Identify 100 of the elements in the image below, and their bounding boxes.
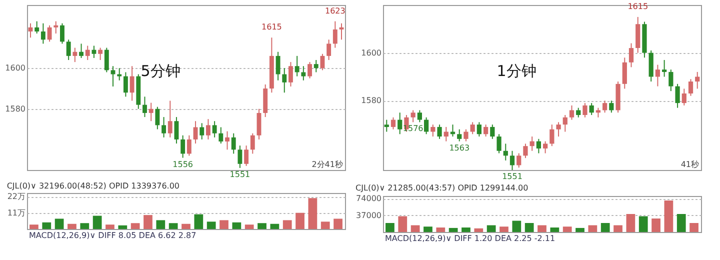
candlestick [688, 78, 694, 96]
bar [652, 218, 660, 232]
y-tick-label: 74000 [356, 194, 382, 204]
bar [42, 222, 52, 229]
bar [244, 224, 254, 229]
bar [462, 228, 470, 232]
candlestick [464, 128, 468, 142]
bar [144, 215, 152, 229]
bar [296, 212, 304, 229]
bar [424, 226, 432, 232]
candlestick [628, 42, 634, 68]
candlestick [162, 116, 166, 138]
bar [386, 223, 394, 232]
chart-title: CJL(0)∨ 32196.00(48:52) OPID 1339376.00 [6, 182, 180, 191]
candlestick [231, 132, 236, 154]
candlestick [483, 124, 488, 138]
text: 1615 [262, 22, 282, 32]
bar [614, 225, 622, 232]
candlestick [174, 116, 179, 144]
candlestick [212, 120, 217, 138]
candlestick [675, 83, 680, 108]
bar [664, 200, 674, 232]
bar [474, 228, 484, 232]
bar [638, 216, 648, 232]
bar [334, 218, 342, 229]
bar [588, 225, 598, 232]
candlestick [282, 68, 287, 94]
candlestick [542, 140, 548, 154]
candlestick [168, 100, 172, 138]
bar [270, 224, 280, 229]
bar [524, 223, 534, 232]
bar [118, 225, 128, 229]
candlestick [186, 134, 192, 156]
y-tick-label: 1580 [5, 104, 26, 114]
candlestick [301, 66, 306, 81]
candlestick [576, 107, 581, 118]
bar [308, 198, 318, 229]
bar [486, 225, 496, 232]
bar [220, 220, 228, 229]
candlestick [682, 88, 686, 106]
candlestick [60, 22, 64, 44]
y-tick-label: 1600 [5, 64, 26, 73]
candlestick [79, 43, 84, 58]
y-tick-label: 1580 [361, 96, 382, 106]
candlestick [148, 102, 154, 122]
bar [626, 214, 636, 232]
candlestick [437, 124, 442, 140]
candlestick [556, 122, 561, 138]
candlestick [314, 60, 318, 73]
y-tick-label: 1600 [361, 48, 382, 58]
candlestick [596, 107, 601, 118]
candlestick [288, 62, 293, 87]
bar [168, 223, 178, 229]
candlestick [98, 47, 103, 60]
bar [54, 218, 64, 229]
candlestick [40, 22, 46, 44]
bar [690, 223, 698, 232]
candlestick [562, 114, 568, 132]
bar [398, 216, 408, 232]
candlestick [390, 116, 396, 130]
candlestick [294, 55, 300, 77]
candlestick [569, 104, 574, 120]
bar [232, 222, 242, 229]
bar [512, 220, 522, 232]
bar [562, 226, 572, 232]
candlestick [582, 102, 588, 118]
candlestick [320, 53, 325, 71]
bar [130, 223, 140, 229]
candlestick [244, 145, 249, 166]
candlestick [256, 108, 262, 140]
bar [320, 222, 330, 229]
bar [448, 228, 458, 232]
candlestick [695, 71, 700, 90]
candlestick [34, 20, 40, 34]
candlestick [123, 72, 128, 98]
candlestick [530, 136, 534, 152]
candlestick [250, 132, 255, 154]
bar [282, 220, 292, 229]
chart-title: CJL(0)∨ 21285.00(43:57) OPID 1299144.00 [356, 184, 528, 193]
bar [600, 223, 610, 232]
candlestick [92, 45, 96, 58]
candlestick [536, 138, 542, 154]
candlestick [54, 20, 58, 34]
bar [576, 228, 584, 232]
text: MACD(12,26,9)∨ DIFF 1.20 DEA 2.25 -2.11 [385, 234, 556, 243]
text: 1551 [230, 170, 250, 179]
candlestick [417, 110, 422, 123]
candlestick [332, 20, 338, 48]
text: 1556 [172, 160, 194, 169]
text: 1551 [502, 172, 522, 181]
annotation: 2分41秒 [312, 160, 343, 169]
text: 1615 [628, 2, 648, 11]
candlestick [410, 110, 416, 123]
candlestick [523, 143, 528, 159]
candlestick [104, 47, 109, 73]
bar [676, 214, 686, 232]
candlestick [398, 112, 402, 135]
annotation: 1分钟 [496, 62, 536, 80]
text: 1623 [324, 6, 346, 16]
text: MACD(12,26,9)∨ DIFF 8.05 DEA 6.62 2.87 [29, 231, 196, 240]
